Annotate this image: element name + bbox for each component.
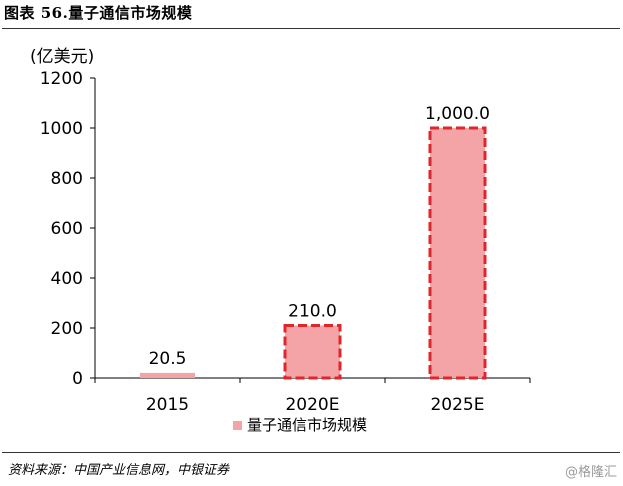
y-tick-label: 1000: [40, 119, 83, 139]
y-tick-label: 800: [51, 169, 83, 189]
bar: [283, 324, 342, 380]
source-note: 资料来源：中国产业信息网，中银证券: [8, 463, 230, 478]
y-axis: 0 200 400 600 800 1000 1200: [40, 69, 96, 389]
data-label: 210.0: [288, 302, 337, 322]
title-rule: [2, 28, 620, 29]
bar: [428, 126, 487, 380]
bar: [140, 372, 195, 378]
legend-label: 量子通信市场规模: [247, 416, 367, 434]
legend-swatch: [233, 421, 242, 430]
x-axis: 2015 2020E 2025E: [94, 377, 531, 415]
bars: 20.5 210.0 1,000.0: [140, 104, 490, 380]
y-tick-label: 1200: [40, 69, 83, 89]
y-tick-label: 200: [51, 319, 83, 339]
x-tick-label: 2025E: [430, 395, 484, 415]
legend: 量子通信市场规模: [233, 416, 367, 434]
data-label: 1,000.0: [425, 104, 490, 124]
y-tick-label: 600: [51, 219, 83, 239]
watermark: @格隆汇: [564, 465, 617, 480]
y-unit-label: (亿美元): [30, 47, 94, 67]
footer-rule: [2, 452, 620, 453]
data-label: 20.5: [149, 349, 187, 369]
y-tick-label: 0: [72, 369, 83, 389]
y-tick-label: 400: [51, 269, 83, 289]
x-tick-label: 2020E: [285, 395, 339, 415]
figure-title: 图表 56.量子通信市场规模: [4, 4, 193, 22]
x-tick-label: 2015: [146, 395, 189, 415]
